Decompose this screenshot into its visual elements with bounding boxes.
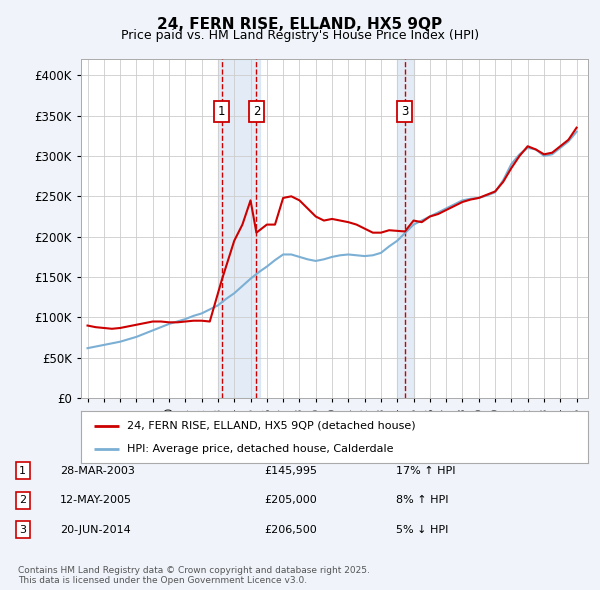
Text: 8% ↑ HPI: 8% ↑ HPI bbox=[396, 496, 449, 505]
Text: HPI: Average price, detached house, Calderdale: HPI: Average price, detached house, Cald… bbox=[127, 444, 393, 454]
Bar bbox=[397, 59, 413, 398]
Text: 1: 1 bbox=[19, 466, 26, 476]
Text: 3: 3 bbox=[19, 525, 26, 535]
Text: 5% ↓ HPI: 5% ↓ HPI bbox=[396, 525, 448, 535]
Bar bbox=[218, 59, 260, 398]
Text: 24, FERN RISE, ELLAND, HX5 9QP: 24, FERN RISE, ELLAND, HX5 9QP bbox=[157, 17, 443, 31]
Text: 28-MAR-2003: 28-MAR-2003 bbox=[60, 466, 135, 476]
Text: £206,500: £206,500 bbox=[264, 525, 317, 535]
Text: Contains HM Land Registry data © Crown copyright and database right 2025.
This d: Contains HM Land Registry data © Crown c… bbox=[18, 566, 370, 585]
Text: 12-MAY-2005: 12-MAY-2005 bbox=[60, 496, 132, 505]
Text: 2: 2 bbox=[19, 496, 26, 505]
Text: 3: 3 bbox=[401, 105, 409, 118]
Text: 2: 2 bbox=[253, 105, 260, 118]
Text: 17% ↑ HPI: 17% ↑ HPI bbox=[396, 466, 455, 476]
Text: £205,000: £205,000 bbox=[264, 496, 317, 505]
Text: 24, FERN RISE, ELLAND, HX5 9QP (detached house): 24, FERN RISE, ELLAND, HX5 9QP (detached… bbox=[127, 421, 415, 431]
Text: Price paid vs. HM Land Registry's House Price Index (HPI): Price paid vs. HM Land Registry's House … bbox=[121, 30, 479, 42]
Text: 1: 1 bbox=[218, 105, 226, 118]
Text: £145,995: £145,995 bbox=[264, 466, 317, 476]
Text: 20-JUN-2014: 20-JUN-2014 bbox=[60, 525, 131, 535]
